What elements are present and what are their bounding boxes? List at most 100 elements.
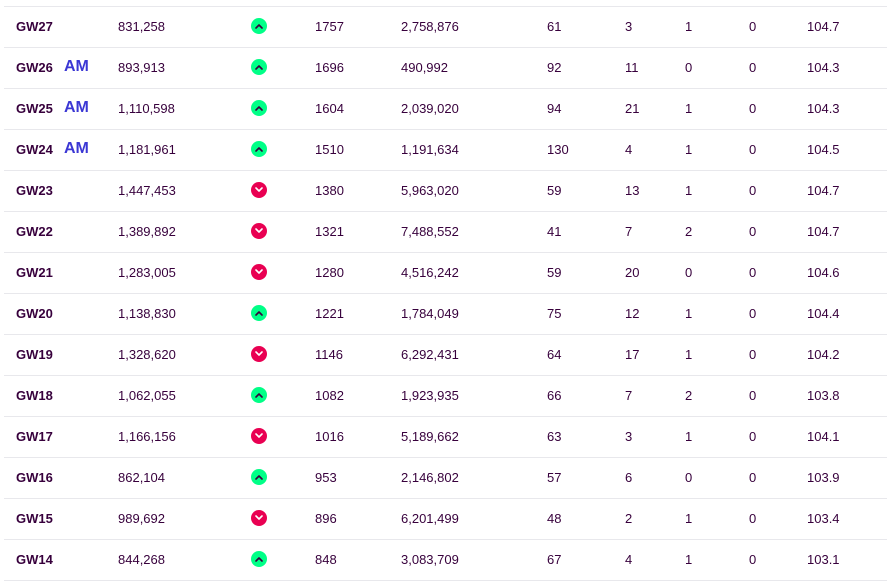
rank-up-icon [251,387,267,403]
team-value: 103.4 [807,511,840,526]
rank-value: 1380 [315,183,344,198]
rank-movement [251,171,269,211]
stat-col-4: 0 [749,183,757,198]
stat-col-2: 2 [625,511,633,526]
stat-col-4: 0 [749,101,757,116]
rank-movement [251,48,269,88]
table-row: GW22 1,389,892 1321 7,488,552 41 7 2 0 1… [4,212,887,253]
transfers-value: 5,189,662 [401,429,459,444]
rank-value: 1604 [315,101,344,116]
stat-col-1: 59 [547,265,562,280]
rank-value: 896 [315,511,337,526]
stat-col-2: 20 [625,265,640,280]
stat-col-2: 4 [625,552,633,567]
team-value: 104.3 [807,60,840,75]
points-value: 1,181,961 [118,142,176,157]
rank-movement [251,212,269,252]
rank-value: 1082 [315,388,344,403]
stat-col-2: 21 [625,101,640,116]
stat-col-2: 11 [625,60,639,75]
gameweek-label[interactable]: GW17 [16,429,53,444]
points-value: 1,328,620 [118,347,176,362]
gameweek-label[interactable]: GW15 [16,511,53,526]
rank-value: 953 [315,470,337,485]
chip-badge: AM [64,140,89,157]
stat-col-4: 0 [749,265,757,280]
gameweek-label[interactable]: GW26 [16,60,53,75]
transfers-value: 7,488,552 [401,224,459,239]
gameweek-label[interactable]: GW24 [16,142,53,157]
table-row: GW19 1,328,620 1146 6,292,431 64 17 1 0 … [4,335,887,376]
rank-down-icon [251,346,267,362]
table-row: GW20 1,138,830 1221 1,784,049 75 12 1 0 … [4,294,887,335]
stat-col-4: 0 [749,60,757,75]
table-row: GW18 1,062,055 1082 1,923,935 66 7 2 0 1… [4,376,887,417]
gameweek-label[interactable]: GW14 [16,552,53,567]
rank-value: 1146 [315,347,343,362]
stat-col-1: 67 [547,552,562,567]
gameweek-label[interactable]: GW18 [16,388,53,403]
stat-col-4: 0 [749,429,757,444]
transfers-value: 6,201,499 [401,511,459,526]
team-value: 104.7 [807,224,840,239]
chip-badge: AM [64,99,89,116]
gameweek-history-table: GW27 831,258 1757 2,758,876 61 3 1 0 104… [4,6,887,581]
rank-up-icon [251,18,267,34]
stat-col-4: 0 [749,224,757,239]
transfers-value: 2,758,876 [401,19,459,34]
stat-col-3: 1 [685,183,693,198]
rank-up-icon [251,305,267,321]
gameweek-label[interactable]: GW23 [16,183,53,198]
transfers-value: 6,292,431 [401,347,459,362]
points-value: 989,692 [118,511,165,526]
points-value: 1,110,598 [118,101,175,116]
rank-value: 1757 [315,19,344,34]
rank-movement [251,294,269,334]
stat-col-1: 59 [547,183,562,198]
stat-col-4: 0 [749,388,757,403]
team-value: 104.5 [807,142,840,157]
transfers-value: 490,992 [401,60,448,75]
stat-col-3: 1 [685,511,693,526]
rank-value: 1321 [315,224,344,239]
table-row: GW23 1,447,453 1380 5,963,020 59 13 1 0 … [4,171,887,212]
gameweek-label[interactable]: GW16 [16,470,53,485]
gameweek-label[interactable]: GW22 [16,224,53,239]
table-row: GW16 862,104 953 2,146,802 57 6 0 0 103.… [4,458,887,499]
points-value: 1,166,156 [118,429,176,444]
gameweek-label[interactable]: GW19 [16,347,53,362]
stat-col-2: 7 [625,224,633,239]
stat-col-3: 1 [685,19,693,34]
rank-movement [251,540,269,580]
table-row: GW21 1,283,005 1280 4,516,242 59 20 0 0 … [4,253,887,294]
stat-col-3: 0 [685,60,693,75]
stat-col-3: 2 [685,388,693,403]
rank-down-icon [251,264,267,280]
points-value: 1,062,055 [118,388,176,403]
rank-movement [251,89,269,129]
table-row: GW25 AM 1,110,598 1604 2,039,020 94 21 1… [4,89,887,130]
rank-value: 1510 [315,142,344,157]
points-value: 1,389,892 [118,224,176,239]
stat-col-1: 75 [547,306,562,321]
rank-movement [251,376,269,416]
stat-col-1: 48 [547,511,562,526]
points-value: 831,258 [118,19,165,34]
rank-down-icon [251,182,267,198]
stat-col-2: 17 [625,347,640,362]
stat-col-3: 1 [685,429,693,444]
stat-col-1: 94 [547,101,562,116]
gameweek-label[interactable]: GW27 [16,19,53,34]
rank-value: 1016 [315,429,344,444]
rank-down-icon [251,510,267,526]
gameweek-label[interactable]: GW21 [16,265,53,280]
stat-col-1: 57 [547,470,562,485]
rank-up-icon [251,100,267,116]
gameweek-label[interactable]: GW25 [16,101,53,116]
rank-movement [251,7,269,47]
rank-value: 1221 [315,306,344,321]
gameweek-label[interactable]: GW20 [16,306,53,321]
stat-col-1: 130 [547,142,569,157]
points-value: 893,913 [118,60,165,75]
transfers-value: 2,039,020 [401,101,459,116]
